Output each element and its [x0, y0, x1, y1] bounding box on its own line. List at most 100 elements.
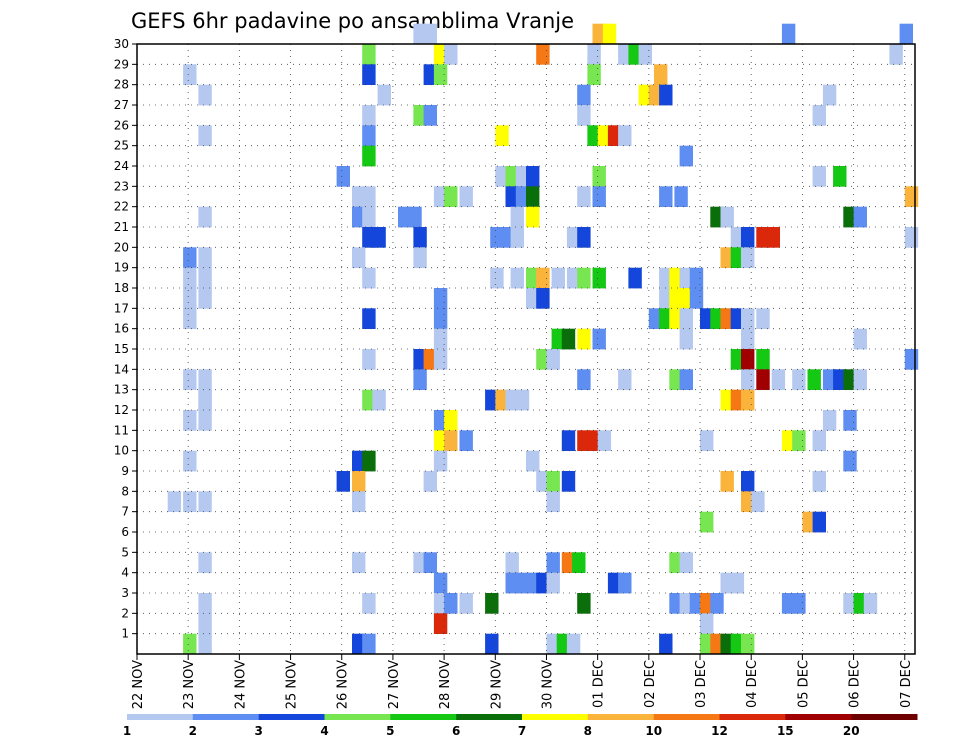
- heatmap-cell: [812, 105, 826, 126]
- heatmap-cell: [198, 491, 212, 512]
- heatmap-cell: [689, 267, 704, 289]
- heatmap-cell: [720, 206, 734, 228]
- y-tick-label: 22: [114, 200, 129, 214]
- x-tick-label: 04 DEC: [745, 660, 760, 708]
- heatmap-cell: [362, 349, 376, 370]
- heatmap-cell: [413, 105, 427, 126]
- heatmap-cell: [618, 572, 632, 594]
- heatmap-cell: [510, 227, 524, 248]
- heatmap-cell: [899, 23, 913, 45]
- heatmap-cell: [607, 572, 622, 594]
- y-tick-label: 10: [114, 444, 129, 458]
- heatmap-cell: [183, 369, 197, 390]
- heatmap-cell: [679, 145, 693, 167]
- y-tick-label: 11: [114, 423, 129, 437]
- heatmap-cell: [505, 552, 519, 573]
- heatmap-cell: [700, 430, 714, 451]
- heatmap-cell: [515, 572, 530, 594]
- heatmap-cell: [459, 430, 473, 451]
- heatmap-cell: [413, 247, 427, 268]
- heatmap-cell: [183, 267, 197, 289]
- heatmap-cell: [505, 389, 519, 411]
- heatmap-cell: [812, 430, 826, 451]
- heatmap-cell: [720, 247, 734, 268]
- heatmap-cell: [618, 369, 632, 390]
- heatmap-cell: [730, 349, 745, 370]
- heatmap-cell: [413, 369, 427, 390]
- heatmap-cell: [198, 125, 212, 146]
- heatmap-cell: [362, 389, 376, 411]
- heatmap-cell: [459, 593, 473, 614]
- heatmap-cell: [659, 186, 673, 207]
- heatmap-cell: [587, 64, 601, 85]
- heatmap-cell: [659, 84, 673, 106]
- heatmap-cell: [730, 633, 745, 655]
- x-tick-label: 05 DEC: [796, 660, 811, 708]
- heatmap-cell: [551, 328, 565, 350]
- heatmap-cell: [812, 471, 826, 492]
- heatmap-cell: [659, 308, 673, 329]
- heatmap-cell: [526, 166, 540, 187]
- x-tick-label: 29 NOV: [489, 660, 504, 709]
- heatmap-cell: [741, 633, 755, 655]
- heatmap-cell: [526, 186, 540, 207]
- heatmap-cell: [536, 572, 550, 594]
- heatmap-cell: [802, 511, 816, 533]
- y-tick-label: 23: [114, 179, 129, 193]
- heatmap-cell: [423, 64, 437, 85]
- x-axis-ticks: 22 NOV 23 NOV 24 NOV 25 NOV 26 NOV 27 NOV 28 N…: [131, 654, 914, 709]
- heatmap-cell: [607, 125, 622, 146]
- heatmap-cell: [648, 84, 663, 106]
- y-tick-label: 13: [114, 383, 129, 397]
- heatmap-cell: [352, 552, 366, 573]
- heatmap-cell: [700, 633, 714, 655]
- heatmap-cell: [720, 471, 734, 492]
- heatmap-cells: [167, 23, 919, 655]
- heatmap-cell: [710, 633, 724, 655]
- heatmap-cell: [577, 267, 591, 289]
- heatmap-cell: [444, 186, 458, 207]
- heatmap-cell: [510, 267, 524, 289]
- heatmap-cell: [592, 166, 606, 187]
- heatmap-cell: [710, 206, 724, 228]
- heatmap-cell: [362, 267, 376, 289]
- y-tick-label: 1: [121, 627, 129, 641]
- heatmap-cell: [408, 206, 422, 228]
- heatmap-cell: [822, 369, 837, 390]
- heatmap-cell: [183, 410, 197, 431]
- heatmap-cell: [546, 633, 560, 655]
- heatmap-cell: [536, 288, 550, 309]
- heatmap-cell: [536, 44, 550, 65]
- heatmap-cell: [183, 64, 197, 85]
- x-tick-label: 28 NOV: [438, 660, 453, 709]
- heatmap-cell: [597, 430, 612, 451]
- heatmap-cell: [433, 328, 448, 350]
- heatmap-cell: [638, 84, 652, 106]
- heatmap-cell: [413, 23, 427, 45]
- heatmap-cell: [372, 227, 386, 248]
- heatmap-cell: [561, 430, 576, 451]
- y-tick-label: 28: [114, 78, 129, 92]
- heatmap-cell: [904, 227, 919, 248]
- heatmap-cell: [669, 552, 683, 573]
- heatmap-cell: [720, 633, 734, 655]
- heatmap-cell: [679, 267, 693, 289]
- heatmap-cell: [669, 308, 683, 329]
- heatmap-cell: [700, 613, 714, 634]
- plot-frame: [136, 43, 916, 655]
- heatmap-cell: [592, 23, 606, 45]
- heatmap-cell: [730, 227, 745, 248]
- heatmap-cell: [362, 64, 376, 85]
- y-tick-label: 24: [114, 159, 129, 173]
- heatmap-cell: [413, 227, 427, 248]
- heatmap-cell: [362, 633, 376, 655]
- colorbar-label: 12: [711, 724, 728, 738]
- heatmap-cell: [526, 572, 540, 594]
- heatmap-cell: [602, 23, 617, 45]
- heatmap-cell: [628, 267, 642, 289]
- y-tick-label: 20: [114, 240, 129, 254]
- colorbar-swatch: [127, 714, 194, 720]
- heatmap-cell: [756, 369, 770, 390]
- heatmap-cell: [526, 267, 540, 289]
- heatmap-cell: [592, 186, 606, 207]
